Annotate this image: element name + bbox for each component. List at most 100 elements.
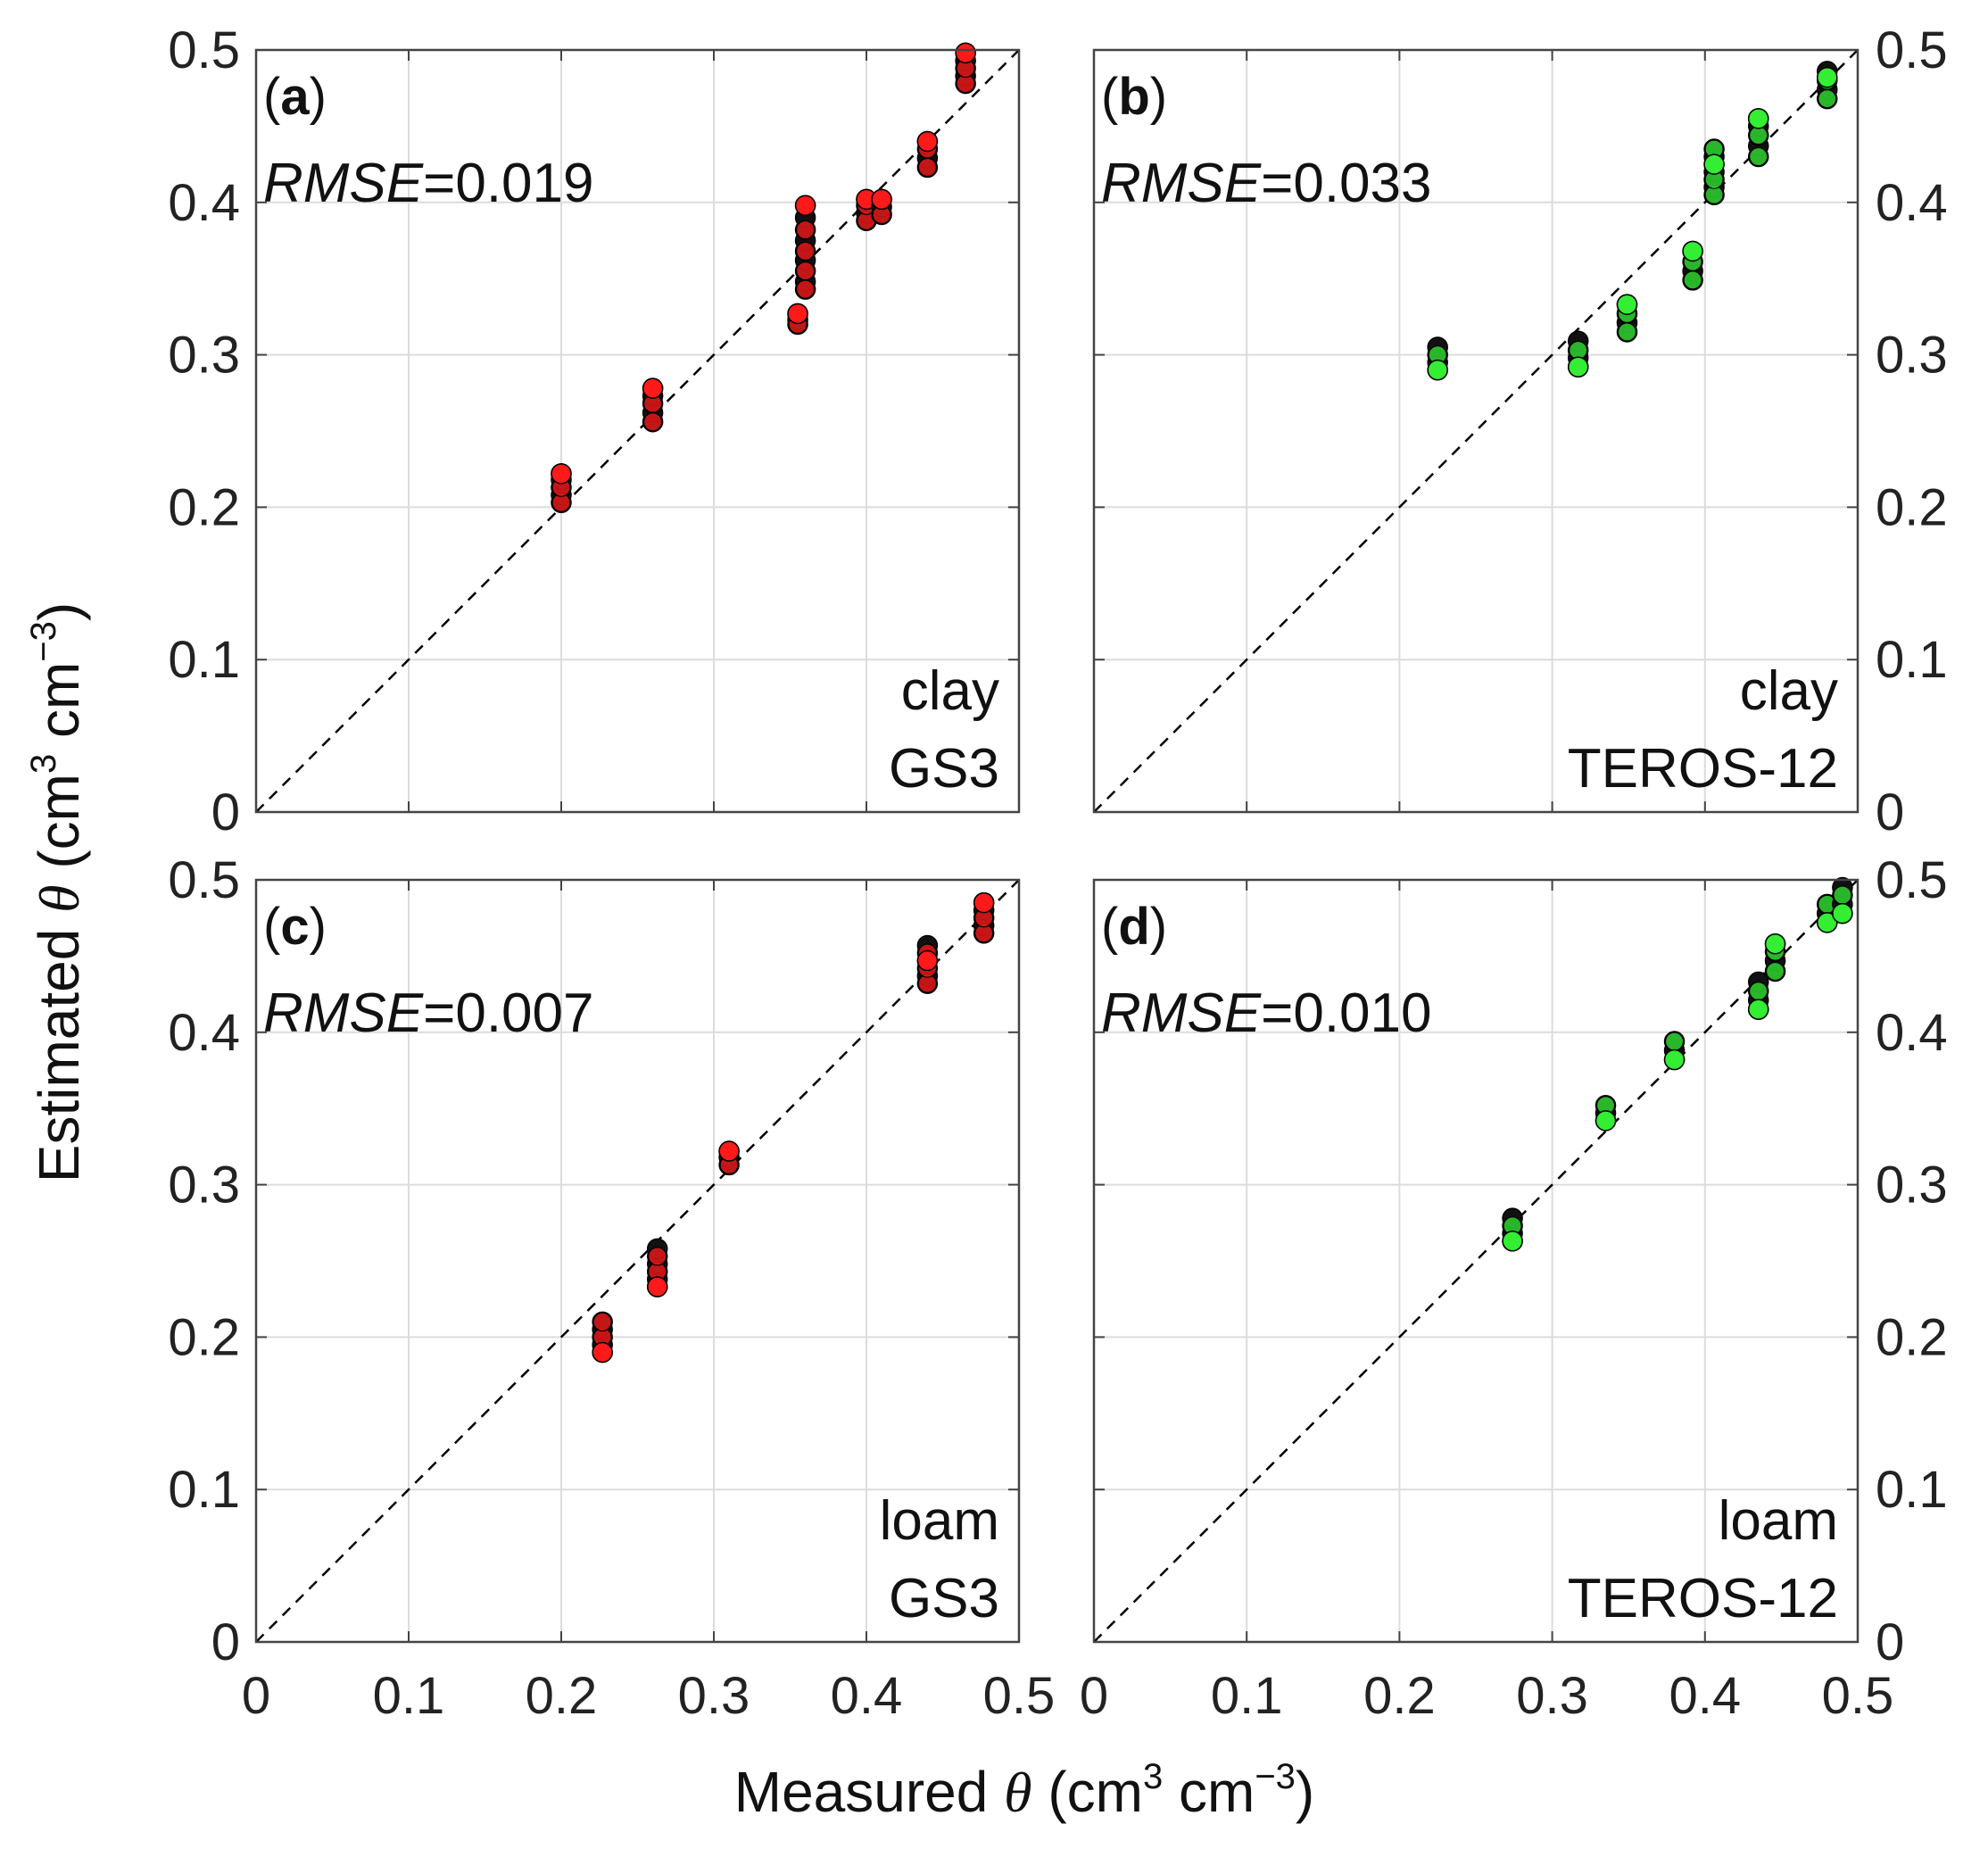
- plot-area: [1094, 50, 1858, 812]
- data-point-colored: [795, 261, 816, 281]
- data-point-top: [1817, 66, 1838, 88]
- data-point-colored: [1683, 270, 1702, 290]
- plot-frame: [254, 48, 1021, 814]
- x-tick-label: 0: [242, 1667, 270, 1725]
- x-tick-label: 0.5: [983, 1667, 1056, 1725]
- y-tick-label: 0.2: [1876, 1308, 1948, 1366]
- data-point-top: [1832, 902, 1853, 924]
- panel-letter: (a): [263, 68, 327, 126]
- soil-label: loam: [880, 1490, 999, 1552]
- y-tick-label: 0.5: [168, 851, 240, 909]
- data-point-top: [1764, 933, 1786, 955]
- data-point-colored: [1818, 89, 1837, 109]
- data-point-top: [1682, 240, 1703, 262]
- y-tick-label: 0.1: [168, 1461, 240, 1519]
- y-tick-label: 0: [1876, 783, 1904, 841]
- y-tick-label: 0.4: [1876, 174, 1948, 232]
- data-point-top: [1703, 153, 1725, 175]
- data-point-top: [1595, 1110, 1617, 1132]
- rmse-label: RMSE=0.007: [263, 982, 594, 1044]
- data-point-top: [718, 1140, 740, 1162]
- data-point-colored: [917, 157, 938, 178]
- data-point-top: [871, 188, 892, 211]
- data-point-colored: [642, 412, 663, 432]
- y-tick-label: 0.1: [1876, 631, 1948, 689]
- y-tick-label: 0.3: [168, 1156, 240, 1215]
- data-point-top: [1427, 359, 1448, 381]
- data-point-colored: [1749, 146, 1768, 167]
- x-tick-label: 0.4: [1669, 1667, 1741, 1725]
- y-tick-label: 0.4: [168, 174, 240, 232]
- sensor-label: GS3: [889, 1568, 999, 1629]
- y-tick-label: 0.1: [168, 631, 240, 689]
- soil-label: loam: [1719, 1490, 1838, 1552]
- data-point-top: [916, 130, 939, 153]
- data-point-top: [1817, 912, 1838, 933]
- data-point-top: [916, 949, 939, 972]
- data-point-top: [1502, 1231, 1523, 1252]
- rmse-label: RMSE=0.019: [263, 153, 594, 214]
- y-axis-title: Estimated θ (cm3 cm−3): [24, 602, 91, 1182]
- plot-frame: [1092, 878, 1860, 1644]
- y-tick-label: 0.5: [1876, 851, 1948, 909]
- y-tick-label: 0.1: [1876, 1461, 1948, 1519]
- x-tick-label: 0.5: [1822, 1667, 1894, 1725]
- sensor-label: TEROS-12: [1568, 1568, 1838, 1629]
- data-point-colored: [1749, 126, 1768, 145]
- data-point-top: [1567, 356, 1589, 378]
- y-tick-label: 0.3: [168, 327, 240, 385]
- y-tick-label: 0.5: [168, 21, 240, 79]
- soil-label: clay: [1740, 660, 1838, 722]
- x-axis-title: Measured θ (cm3 cm−3): [734, 1757, 1314, 1824]
- data-point-colored: [795, 279, 816, 299]
- y-tick-label: 0: [211, 783, 240, 841]
- data-point-colored: [795, 241, 816, 261]
- y-tick-label: 0.2: [168, 478, 240, 536]
- data-point-colored: [1833, 885, 1852, 905]
- data-point-colored: [648, 1247, 667, 1266]
- x-tick-label: 0.3: [1516, 1667, 1588, 1725]
- data-point-top: [592, 1341, 613, 1364]
- data-point-top: [551, 463, 572, 485]
- data-point-colored: [592, 1312, 612, 1331]
- panel-letter: (d): [1101, 898, 1167, 956]
- data-point-top: [1663, 1049, 1686, 1071]
- data-point-top: [1747, 108, 1769, 129]
- x-tick-label: 0.2: [526, 1667, 598, 1725]
- plot-area: [256, 880, 1019, 1642]
- x-tick-label: 0.1: [1211, 1667, 1283, 1725]
- rmse-label: RMSE=0.033: [1101, 153, 1432, 214]
- data-point-top: [642, 377, 664, 399]
- plot-area: [256, 50, 1019, 812]
- y-tick-label: 0.3: [1876, 1156, 1948, 1215]
- data-point-colored: [1617, 322, 1637, 342]
- data-point-top: [973, 891, 995, 914]
- panel-letter: (b): [1101, 68, 1167, 126]
- data-point-top: [955, 42, 976, 64]
- data-point-top: [1747, 999, 1769, 1020]
- sensor-label: TEROS-12: [1568, 738, 1838, 800]
- x-tick-label: 0.2: [1363, 1667, 1436, 1725]
- soil-label: clay: [901, 660, 999, 722]
- data-point-colored: [1664, 1032, 1685, 1051]
- data-point-top: [787, 303, 808, 325]
- data-point-colored: [1749, 982, 1768, 1001]
- y-tick-label: 0.2: [168, 1308, 240, 1366]
- y-tick-label: 0.3: [1876, 327, 1948, 385]
- y-tick-label: 0: [211, 1613, 240, 1671]
- panel-c: 0 0.1 0.2 0.3 0.4 0.5 0 0.1 0.2 0.3 0.4 0.5 (c) RMSE=…: [168, 851, 1055, 1725]
- data-point-top: [646, 1276, 668, 1297]
- data-point-colored: [1765, 961, 1785, 982]
- x-tick-label: 0.3: [678, 1667, 750, 1725]
- y-tick-label: 0: [1876, 1613, 1904, 1671]
- x-tick-label: 0.1: [373, 1667, 445, 1725]
- plot-area: [1094, 880, 1858, 1642]
- y-tick-label: 0.2: [1876, 478, 1948, 536]
- panel-d: 00.10.20.30.40.50 0.1 0.2 0.3 0.4 0.5(d)RMSE=…: [1080, 851, 1948, 1725]
- rmse-label: RMSE=0.010: [1101, 982, 1432, 1044]
- x-tick-label: 0: [1080, 1667, 1108, 1725]
- plot-frame: [254, 878, 1021, 1644]
- y-tick-label: 0.4: [168, 1004, 240, 1062]
- plot-frame: [1092, 48, 1860, 814]
